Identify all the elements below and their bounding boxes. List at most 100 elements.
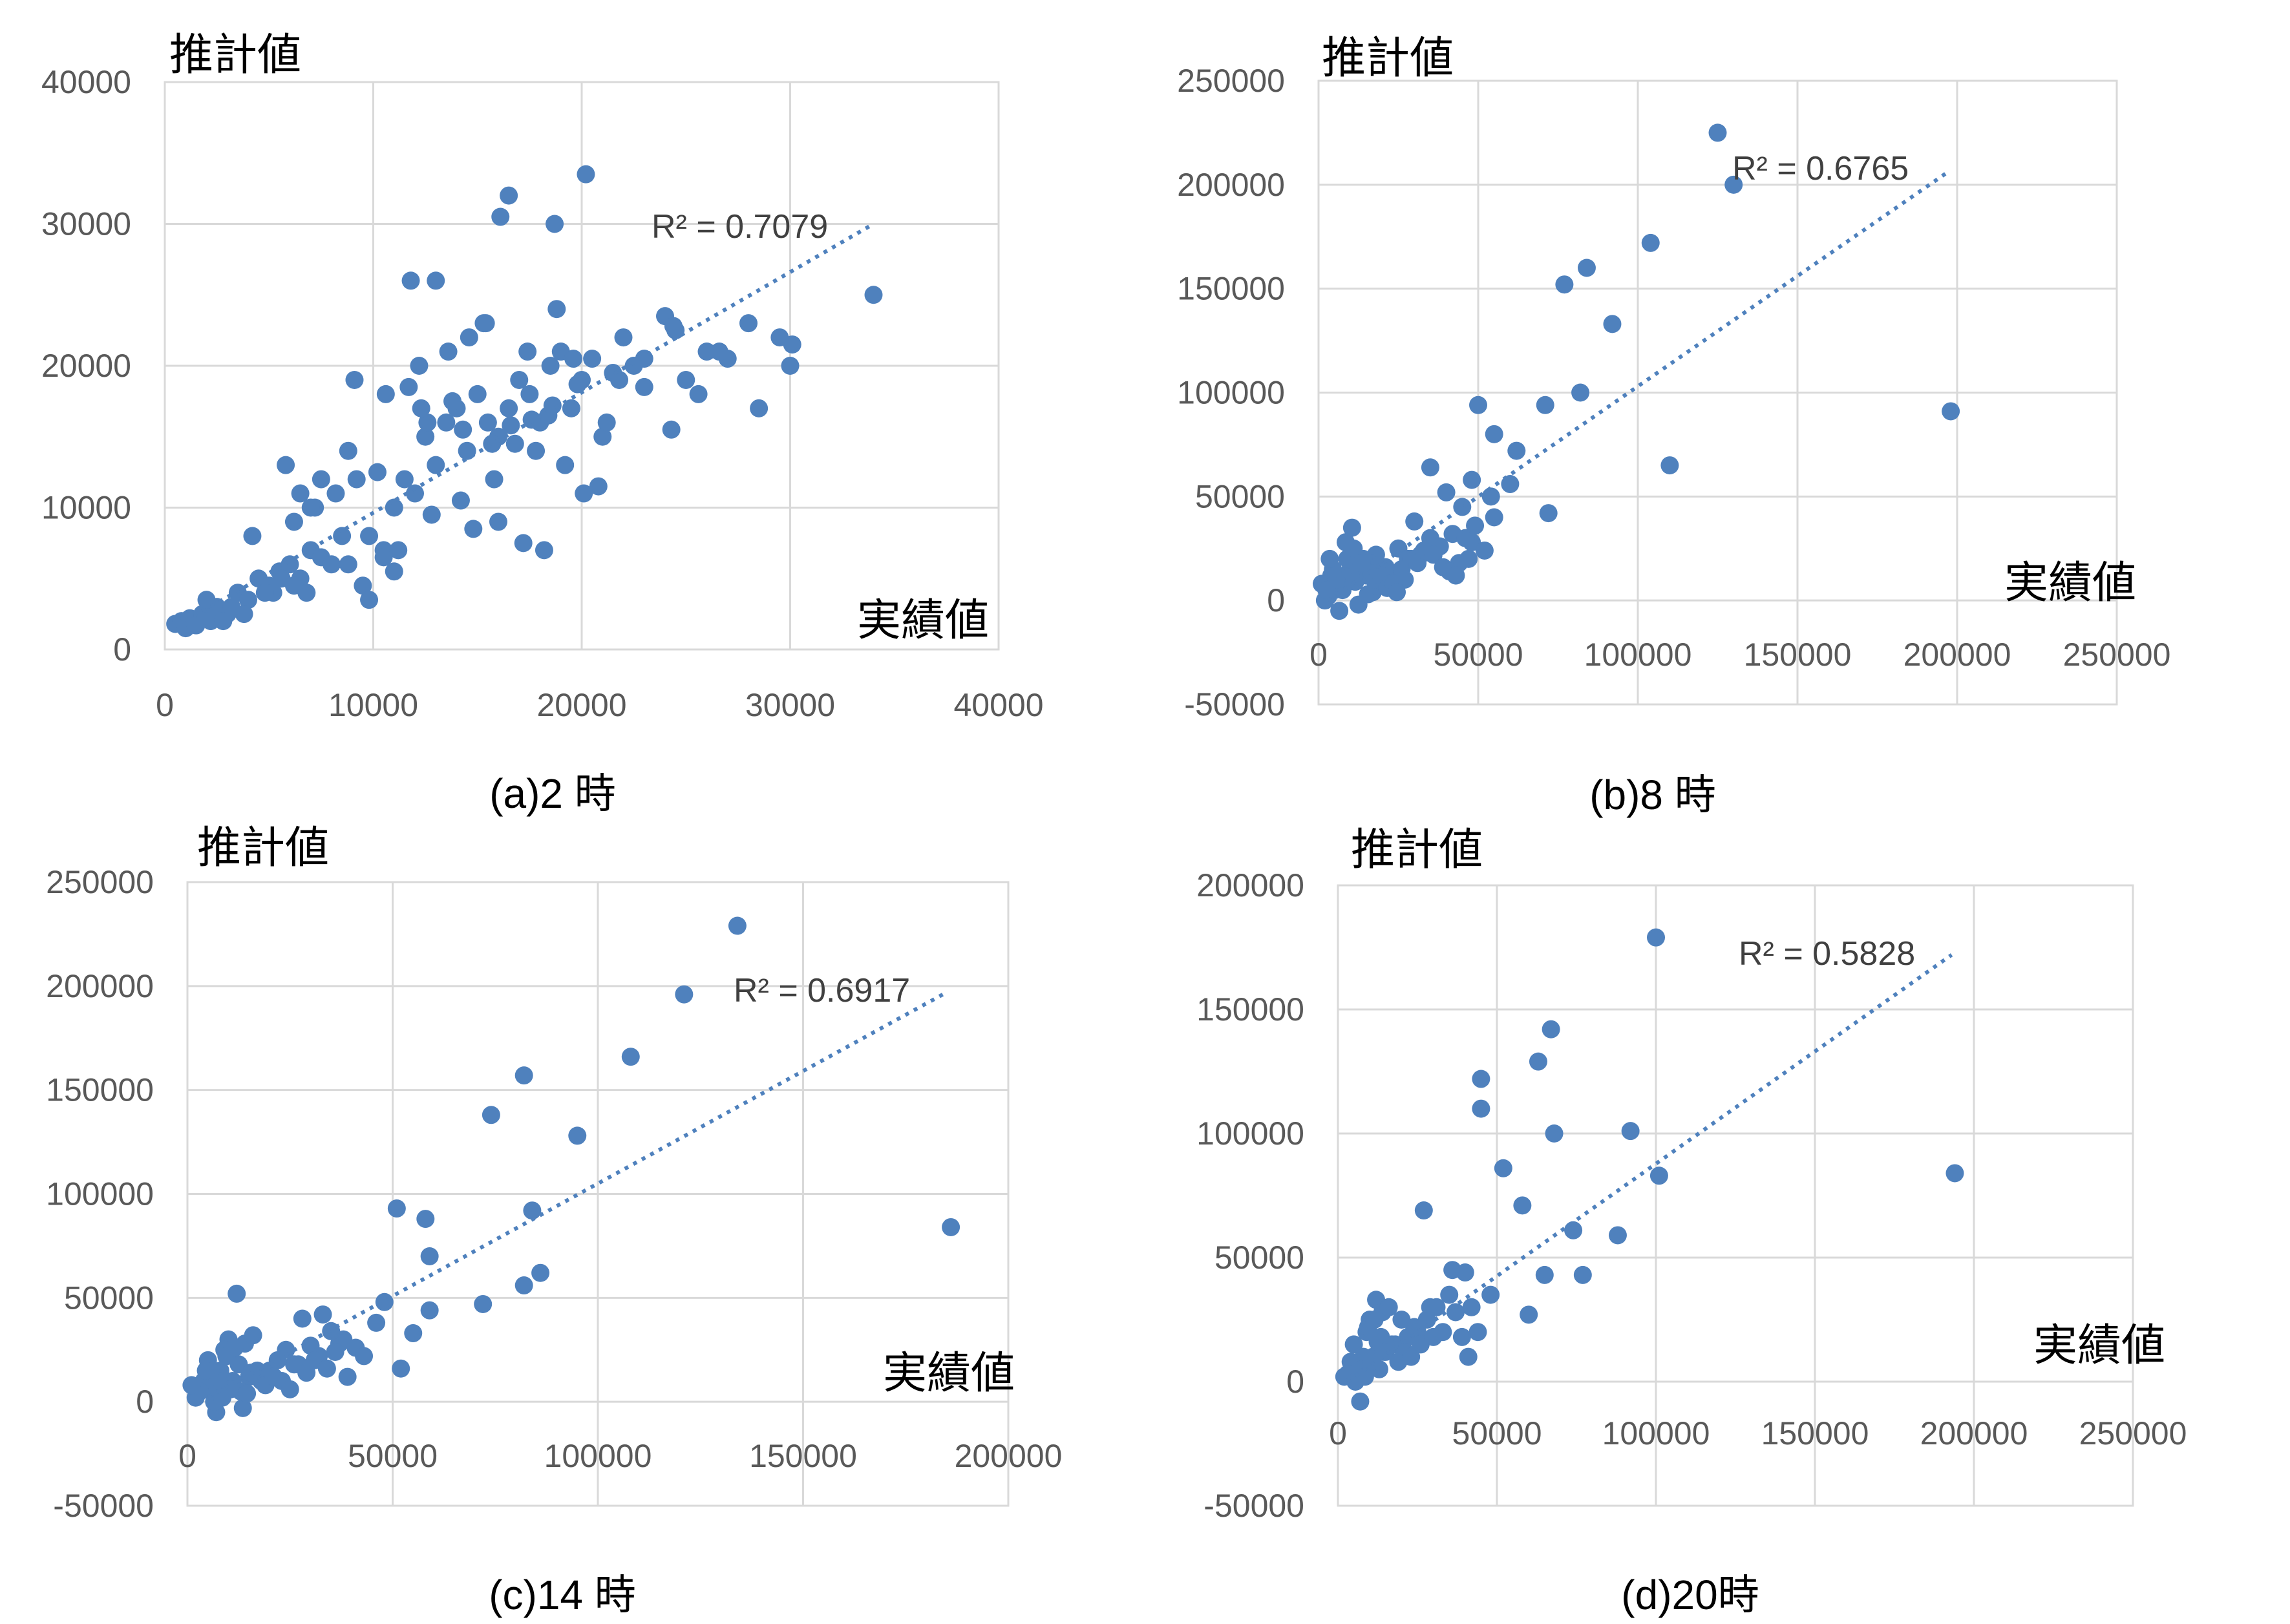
data-point bbox=[326, 484, 345, 503]
data-point bbox=[568, 1126, 587, 1145]
data-point bbox=[281, 1380, 299, 1398]
x-tick-label: 250000 bbox=[2063, 637, 2171, 673]
x-tick-label: 0 bbox=[1329, 1415, 1347, 1451]
data-point bbox=[1520, 1305, 1538, 1324]
data-point bbox=[710, 343, 728, 361]
data-point bbox=[1468, 1323, 1487, 1342]
data-point bbox=[697, 343, 716, 361]
data-point bbox=[339, 555, 357, 574]
r-squared-label: R² = 0.6917 bbox=[734, 972, 910, 1009]
data-point bbox=[360, 591, 379, 609]
data-point bbox=[243, 527, 262, 545]
x-tick-label: 100000 bbox=[1602, 1415, 1710, 1451]
data-point bbox=[427, 456, 445, 474]
data-point bbox=[664, 317, 683, 335]
panel-caption: (b)8 時 bbox=[1589, 772, 1716, 818]
y-tick-label: 150000 bbox=[1196, 991, 1304, 1028]
data-point bbox=[728, 916, 747, 935]
y-tick-label: 100000 bbox=[1196, 1115, 1304, 1152]
data-point bbox=[541, 357, 560, 375]
data-point bbox=[1365, 1311, 1384, 1329]
x-tick-label: 150000 bbox=[749, 1438, 857, 1474]
data-point bbox=[1649, 1166, 1668, 1185]
data-point bbox=[284, 512, 303, 531]
data-point bbox=[635, 377, 653, 396]
y-tick-label: 250000 bbox=[46, 864, 154, 900]
plot-area bbox=[164, 81, 1000, 651]
data-point bbox=[399, 377, 418, 396]
data-point bbox=[418, 413, 437, 432]
data-point bbox=[1447, 566, 1465, 585]
data-point bbox=[376, 385, 395, 403]
y-tick-label: 200000 bbox=[1196, 867, 1304, 903]
data-point bbox=[593, 427, 612, 446]
data-point bbox=[543, 396, 562, 415]
data-point bbox=[523, 1201, 542, 1220]
data-point bbox=[1421, 458, 1439, 477]
data-point bbox=[272, 569, 291, 588]
data-point bbox=[1481, 487, 1500, 506]
panel-caption: (d)20時 bbox=[1621, 1572, 1759, 1618]
data-point bbox=[1414, 1201, 1433, 1220]
data-point bbox=[1352, 554, 1371, 573]
data-point bbox=[1485, 508, 1503, 527]
x-tick-label: 50000 bbox=[348, 1438, 438, 1474]
data-point bbox=[347, 470, 366, 489]
data-point bbox=[1437, 483, 1456, 501]
data-point bbox=[597, 413, 616, 432]
data-point bbox=[1456, 1263, 1474, 1282]
data-point bbox=[675, 985, 694, 1004]
data-point bbox=[1608, 1226, 1627, 1245]
x-tick-label: 0 bbox=[156, 687, 174, 723]
data-point bbox=[568, 375, 587, 394]
data-point bbox=[1320, 549, 1339, 568]
panel-caption: (a)2 時 bbox=[489, 770, 616, 817]
data-point bbox=[500, 186, 518, 205]
data-point bbox=[1660, 456, 1679, 475]
x-tick-label: 200000 bbox=[1903, 637, 2011, 673]
data-point bbox=[1545, 1124, 1564, 1143]
data-point bbox=[420, 1301, 439, 1320]
data-point bbox=[301, 498, 320, 517]
data-point bbox=[610, 370, 629, 389]
data-point bbox=[1362, 1353, 1381, 1371]
data-point bbox=[1459, 549, 1478, 568]
data-point bbox=[510, 370, 529, 389]
data-point bbox=[739, 314, 758, 333]
data-point bbox=[1434, 1323, 1452, 1342]
x-axis-label: 実績値 bbox=[2004, 558, 2136, 607]
y-tick-label: 50000 bbox=[1214, 1239, 1304, 1276]
data-point bbox=[1529, 1052, 1547, 1071]
data-point bbox=[1535, 1265, 1554, 1284]
data-point bbox=[783, 335, 801, 354]
x-tick-label: 150000 bbox=[1761, 1415, 1869, 1451]
r-squared-label: R² = 0.6765 bbox=[1732, 150, 1909, 187]
data-point bbox=[410, 357, 429, 375]
x-tick-label: 30000 bbox=[745, 687, 835, 723]
y-tick-label: 40000 bbox=[41, 64, 131, 100]
data-point bbox=[1405, 512, 1424, 531]
data-point bbox=[214, 612, 233, 631]
x-axis-label: 実績値 bbox=[883, 1349, 1015, 1398]
data-point bbox=[489, 512, 507, 531]
x-tick-label: 150000 bbox=[1744, 637, 1852, 673]
data-point bbox=[1372, 1327, 1390, 1346]
data-point bbox=[1647, 928, 1665, 947]
data-point bbox=[1485, 425, 1503, 443]
y-axis-label: 推計値 bbox=[1351, 825, 1483, 874]
data-point bbox=[454, 420, 472, 439]
y-tick-label: 50000 bbox=[64, 1280, 154, 1316]
data-point bbox=[485, 470, 504, 489]
data-point bbox=[345, 370, 364, 389]
y-tick-label: 200000 bbox=[46, 968, 154, 1004]
data-point bbox=[564, 350, 583, 368]
y-tick-label: 30000 bbox=[41, 206, 131, 242]
data-point bbox=[437, 413, 456, 432]
data-point bbox=[427, 271, 445, 290]
x-tick-label: 200000 bbox=[1920, 1415, 2028, 1451]
data-point bbox=[1330, 602, 1349, 620]
trendline bbox=[198, 990, 948, 1404]
x-tick-label: 50000 bbox=[1433, 637, 1523, 673]
data-point bbox=[338, 1367, 357, 1386]
